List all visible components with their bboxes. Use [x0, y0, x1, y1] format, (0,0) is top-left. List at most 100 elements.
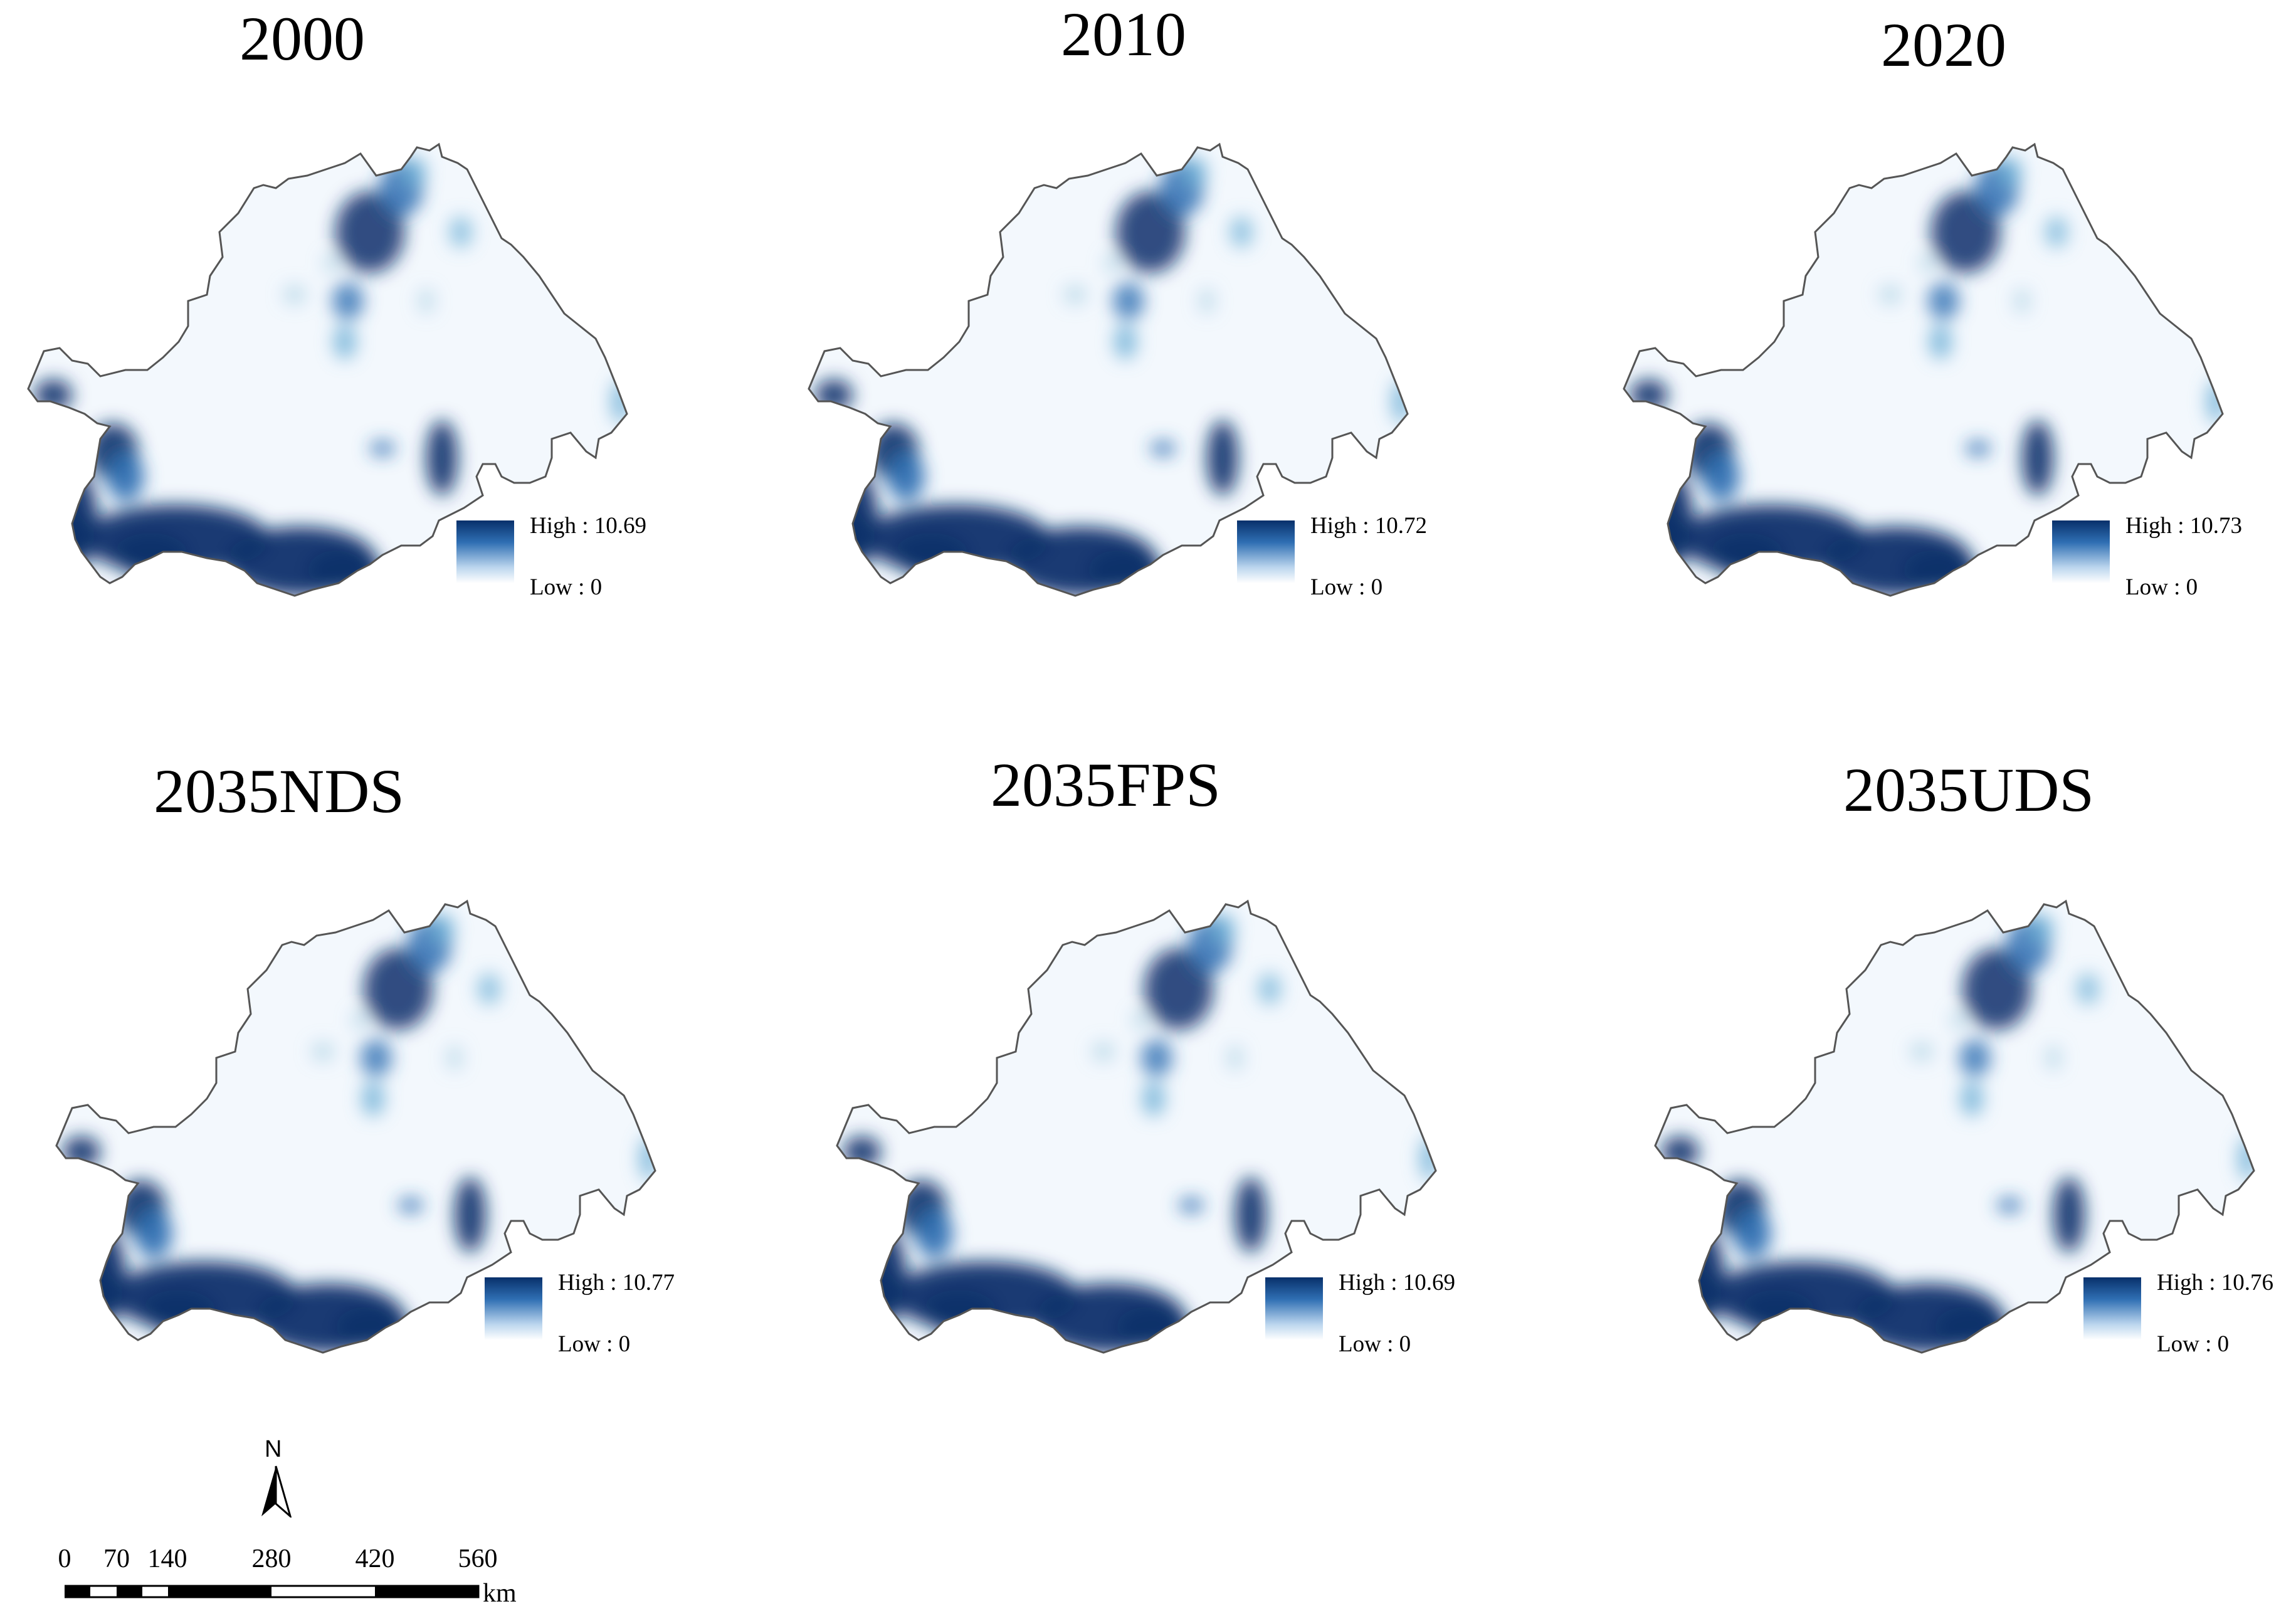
- legend-high-label: High : 10.73: [2125, 513, 2243, 539]
- density-hotspot: [1179, 1198, 1204, 1213]
- density-hotspot: [1997, 157, 2022, 188]
- density-hotspot: [2014, 288, 2030, 314]
- density-hotspot: [335, 191, 404, 273]
- density-hotspot: [1961, 1081, 1983, 1116]
- map-panel-2010: 2010 High : 10.72 Low : 0: [781, 0, 1546, 752]
- density-hotspot: [426, 420, 458, 495]
- density-hotspot: [364, 948, 433, 1030]
- north-arrow: N: [254, 1436, 298, 1518]
- density-hotspot: [370, 441, 395, 456]
- region-boundary: [1623, 142, 2224, 597]
- density-map: [1623, 142, 2224, 597]
- region-boundary: [27, 142, 628, 597]
- legend-color-ramp: [1237, 520, 1295, 583]
- density-hotspot: [1142, 1081, 1165, 1116]
- density-hotspot: [611, 379, 627, 423]
- density-hotspot: [1879, 285, 1902, 304]
- legend-high-label: High : 10.69: [1339, 1270, 1456, 1296]
- density-hotspot: [1734, 1208, 1771, 1259]
- density-hotspot: [1088, 549, 1163, 593]
- region-fill: [28, 144, 627, 596]
- region-boundary: [808, 142, 1409, 597]
- density-hotspot: [2045, 216, 2068, 248]
- density-hotspot: [1951, 1011, 1968, 1029]
- density-hotspot: [1151, 441, 1176, 456]
- density-hotspot: [419, 288, 434, 314]
- density-map: [55, 899, 656, 1354]
- density-hotspot: [1702, 451, 1740, 502]
- density-map: [836, 899, 1437, 1354]
- map-panel-2020: 2020 High : 10.73 Low : 0: [1596, 0, 2296, 752]
- density-hotspot: [1997, 1198, 2022, 1213]
- density-hotspot: [1420, 1136, 1436, 1180]
- density-hotspot: [335, 1306, 411, 1349]
- density-hotspot: [1910, 1042, 1933, 1061]
- density-hotspot: [352, 1011, 369, 1029]
- density-hotspot: [1740, 1290, 1815, 1334]
- density-hotspot: [1132, 1011, 1150, 1029]
- density-hotspot: [283, 285, 306, 304]
- density-hotspot: [429, 914, 455, 945]
- density-hotspot: [1966, 441, 1991, 456]
- density-hotspot: [307, 549, 382, 593]
- scale-bar-graphic: [65, 1585, 480, 1598]
- legend-low-label: Low : 0: [1310, 574, 1383, 600]
- density-hotspot: [1228, 1045, 1243, 1070]
- density-hotspot: [1114, 324, 1137, 359]
- density-hotspot: [135, 1208, 172, 1259]
- legend-color-ramp: [456, 520, 514, 583]
- panel-title: 2020: [1881, 10, 2006, 80]
- density-hotspot: [887, 451, 925, 502]
- density-hotspot: [1199, 288, 1214, 314]
- legend-color-ramp: [2052, 520, 2110, 583]
- region-boundary: [55, 899, 656, 1354]
- density-hotspot: [2028, 914, 2053, 945]
- density-hotspot: [1092, 1042, 1115, 1061]
- scale-label: 280: [251, 1544, 292, 1573]
- density-hotspot: [401, 157, 426, 188]
- panel-title: 2035NDS: [154, 756, 405, 826]
- region-fill: [1624, 144, 2223, 596]
- region-fill: [1655, 901, 2254, 1353]
- legend-low-label: Low : 0: [2157, 1331, 2230, 1357]
- scale-unit: km: [483, 1579, 517, 1608]
- region-fill: [56, 901, 655, 1353]
- density-hotspot: [640, 1136, 655, 1180]
- density-hotspot: [922, 1290, 997, 1334]
- density-hotspot: [1934, 1306, 2009, 1349]
- density-hotspot: [1258, 973, 1281, 1005]
- legend-low-label: Low : 0: [558, 1331, 631, 1357]
- density-hotspot: [1392, 379, 1408, 423]
- density-hotspot: [1235, 1177, 1266, 1252]
- region-fill: [837, 901, 1436, 1353]
- density-hotspot: [1113, 282, 1144, 320]
- scale-label: 70: [103, 1544, 130, 1573]
- density-hotspot: [915, 1208, 953, 1259]
- density-hotspot: [107, 451, 144, 502]
- density-hotspot: [1064, 285, 1087, 304]
- density-hotspot: [334, 324, 356, 359]
- panel-title: 2010: [1061, 0, 1186, 69]
- density-hotspot: [1929, 324, 1952, 359]
- density-hotspot: [1141, 1039, 1172, 1077]
- density-hotspot: [361, 1039, 392, 1077]
- density-hotspot: [1903, 549, 1978, 593]
- scale-label: 0: [58, 1544, 71, 1573]
- scale-label: 560: [458, 1544, 498, 1573]
- density-map: [27, 142, 628, 597]
- density-hotspot: [478, 973, 500, 1005]
- scale-label: 420: [355, 1544, 395, 1573]
- density-hotspot: [1210, 914, 1235, 945]
- legend-high-label: High : 10.72: [1310, 513, 1428, 539]
- scale-label: 140: [147, 1544, 187, 1573]
- legend-low-label: Low : 0: [1339, 1331, 1411, 1357]
- density-hotspot: [2207, 379, 2223, 423]
- density-hotspot: [447, 1045, 462, 1070]
- legend-high-label: High : 10.69: [530, 513, 647, 539]
- density-hotspot: [1230, 216, 1253, 248]
- legend-high-label: High : 10.76: [2157, 1270, 2274, 1296]
- density-hotspot: [1931, 191, 2000, 273]
- density-hotspot: [450, 216, 472, 248]
- density-map: [1654, 899, 2255, 1354]
- density-hotspot: [1144, 948, 1213, 1030]
